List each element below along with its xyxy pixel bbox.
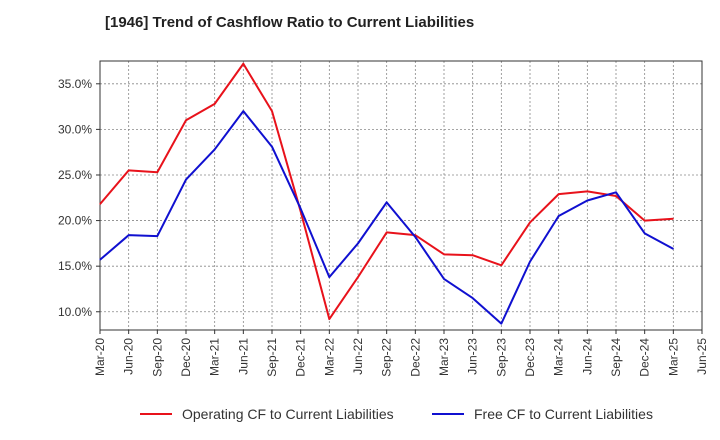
x-tick-label: Mar-25 xyxy=(666,338,680,376)
data-point xyxy=(357,242,359,244)
x-tick-label: Mar-23 xyxy=(437,338,451,376)
x-tick-label: Mar-20 xyxy=(93,338,107,376)
data-point xyxy=(328,276,330,278)
x-tick-label: Dec-20 xyxy=(179,338,193,377)
x-tick-label: Sep-21 xyxy=(265,338,279,377)
x-tick-label: Mar-21 xyxy=(208,338,222,376)
data-point xyxy=(529,261,531,263)
data-point xyxy=(414,236,416,238)
data-point xyxy=(615,191,617,193)
data-point xyxy=(558,193,560,195)
data-point xyxy=(300,208,302,210)
data-point xyxy=(586,190,588,192)
plot-frame xyxy=(99,60,703,331)
data-point xyxy=(386,201,388,203)
x-tick-label: Sep-23 xyxy=(494,338,508,377)
x-tick-label: Dec-22 xyxy=(408,338,422,377)
data-point xyxy=(558,215,560,217)
data-point xyxy=(185,179,187,181)
data-point xyxy=(271,110,273,112)
data-point xyxy=(386,231,388,233)
x-tick-label: Sep-20 xyxy=(150,338,164,377)
data-point xyxy=(271,146,273,148)
y-tick-label: 30.0% xyxy=(58,122,92,136)
x-tick-label: Sep-24 xyxy=(609,338,623,377)
x-tick-label: Dec-23 xyxy=(523,338,537,377)
data-point xyxy=(672,248,674,250)
x-tick-label: Jun-20 xyxy=(122,338,136,375)
legend-label-1: Operating CF to Current Liabilities xyxy=(182,406,394,422)
data-point xyxy=(672,218,674,220)
data-point xyxy=(644,232,646,234)
data-point xyxy=(443,278,445,280)
data-point xyxy=(615,195,617,197)
y-tick-label: 10.0% xyxy=(58,305,92,319)
x-tick-label: Jun-21 xyxy=(236,338,250,375)
data-point xyxy=(357,276,359,278)
x-tick-label: Mar-22 xyxy=(322,338,336,376)
x-tick-label: Dec-24 xyxy=(638,338,652,377)
legend-label-2: Free CF to Current Liabilities xyxy=(474,406,653,422)
x-tick-label: Jun-25 xyxy=(695,338,709,375)
data-point xyxy=(529,221,531,223)
data-point xyxy=(472,297,474,299)
y-tick-label: 20.0% xyxy=(58,214,92,228)
x-tick-label: Dec-21 xyxy=(294,338,308,377)
y-tick-label: 15.0% xyxy=(58,259,92,273)
data-point xyxy=(500,323,502,325)
data-point xyxy=(185,119,187,121)
data-point xyxy=(328,318,330,320)
data-point xyxy=(472,254,474,256)
x-tick-label: Jun-22 xyxy=(351,338,365,375)
data-point xyxy=(500,264,502,266)
x-tick-label: Mar-24 xyxy=(552,338,566,376)
data-point xyxy=(156,171,158,173)
data-point xyxy=(128,234,130,236)
data-point xyxy=(99,203,101,205)
data-point xyxy=(99,259,101,261)
y-tick-label: 25.0% xyxy=(58,168,92,182)
data-point xyxy=(214,148,216,150)
x-tick-label: Sep-22 xyxy=(380,338,394,377)
chart-title: [1946] Trend of Cashflow Ratio to Curren… xyxy=(105,14,475,31)
x-tick-label: Jun-23 xyxy=(466,338,480,375)
x-tick-label: Jun-24 xyxy=(580,338,594,375)
data-point xyxy=(214,103,216,105)
y-tick-label: 35.0% xyxy=(58,77,92,91)
data-point xyxy=(242,63,244,65)
data-point xyxy=(156,235,158,237)
data-point xyxy=(443,253,445,255)
data-point xyxy=(586,200,588,202)
data-point xyxy=(644,220,646,222)
data-point xyxy=(242,110,244,112)
data-point xyxy=(128,169,130,171)
